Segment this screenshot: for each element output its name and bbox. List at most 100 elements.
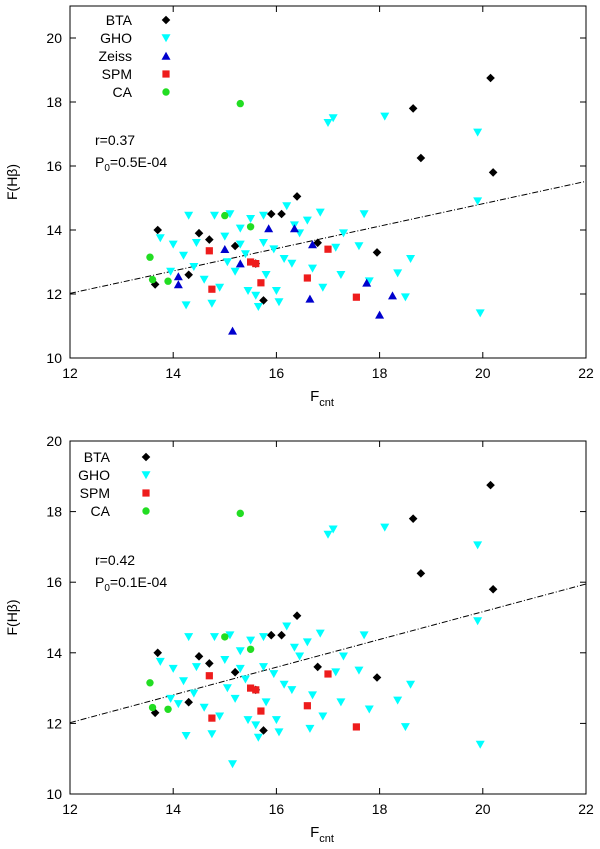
data-point-bta: [313, 238, 322, 248]
legend-marker-bta: [161, 15, 171, 25]
data-point-ca: [146, 679, 154, 687]
data-point-bta: [277, 630, 286, 640]
data-point-zeiss: [388, 291, 397, 300]
data-point-spm: [247, 684, 255, 692]
legend: BTA GHO SPM CA: [78, 449, 151, 519]
x-tick-label: 12: [62, 365, 78, 381]
data-point-bta: [259, 296, 268, 305]
data-point-gho: [230, 694, 240, 703]
y-tick-label: 14: [46, 222, 62, 238]
x-tick-label: 16: [269, 801, 285, 817]
data-point-bta: [259, 726, 268, 735]
data-point-gho: [220, 232, 230, 241]
probability-p0: P0=0.5E-04: [95, 154, 167, 174]
probability-sub: 0: [104, 583, 110, 594]
data-point-gho: [225, 210, 235, 219]
data-point-ca: [246, 645, 255, 653]
data-point-bta: [408, 514, 418, 523]
data-point-gho: [354, 242, 364, 251]
x-tick-label: 22: [578, 365, 594, 381]
data-point-gho: [166, 267, 176, 276]
data-point-bta: [230, 667, 240, 677]
data-point-bta: [153, 648, 163, 658]
data-point-gho: [406, 680, 416, 689]
y-tick-label: 12: [46, 286, 62, 302]
x-axis-label-sub: cnt: [319, 397, 334, 409]
data-point-gho: [246, 636, 256, 645]
data-point-gho: [259, 239, 268, 247]
plot-frame: [69, 440, 587, 795]
data-point-gho: [308, 691, 318, 700]
data-point-bta: [292, 192, 302, 201]
x-axis-label-main: F: [310, 388, 319, 405]
data-point-gho: [359, 631, 369, 640]
data-point-gho: [282, 622, 292, 631]
data-point-gho: [251, 721, 261, 730]
data-point-gho: [473, 541, 483, 550]
data-point-gho: [380, 112, 390, 121]
data-point-gho: [155, 234, 165, 243]
data-point-gho: [393, 269, 403, 278]
data-point-gho: [274, 298, 284, 307]
data-point-gho: [279, 680, 289, 689]
data-point-gho: [179, 251, 189, 260]
series-spm: [205, 670, 360, 731]
data-point-bta: [372, 673, 382, 682]
data-point-gho: [207, 299, 217, 308]
data-point-zeiss: [173, 272, 183, 281]
data-point-bta: [488, 168, 498, 177]
correlation-r: r=0.42: [95, 552, 135, 568]
data-point-ca: [221, 211, 229, 220]
data-point-ca: [164, 705, 172, 713]
legend-label-bta: BTA: [84, 449, 111, 465]
data-point-gho: [331, 243, 341, 252]
data-point-gho: [406, 255, 416, 263]
data-point-gho: [251, 291, 261, 300]
x-tick-label: 18: [372, 801, 388, 817]
series-gho: [155, 523, 485, 769]
x-axis-label-main: F: [310, 824, 319, 841]
data-point-gho: [400, 723, 410, 732]
data-point-zeiss: [308, 240, 318, 249]
data-point-gho: [199, 275, 209, 284]
data-point-gho: [336, 698, 346, 707]
series-spm: [205, 245, 360, 301]
x-tick-label: 22: [578, 801, 594, 817]
data-point-gho: [473, 617, 483, 626]
legend-label-spm: SPM: [102, 66, 132, 82]
data-point-gho: [269, 670, 279, 679]
data-point-zeiss: [305, 294, 315, 303]
data-point-gho: [302, 638, 312, 647]
data-point-bta: [416, 569, 426, 578]
regression-line: [69, 583, 587, 724]
data-point-gho: [235, 647, 245, 656]
data-point-bta: [486, 73, 495, 83]
data-point-gho: [181, 731, 191, 740]
data-point-ca: [146, 253, 154, 261]
data-point-gho: [189, 263, 199, 271]
data-point-gho: [243, 716, 253, 725]
data-point-ca: [236, 99, 244, 108]
data-point-gho: [359, 210, 369, 219]
data-point-zeiss: [264, 224, 274, 233]
data-point-gho: [315, 208, 325, 217]
data-point-gho: [364, 705, 374, 714]
legend-marker-spm: [162, 70, 170, 78]
data-point-zeiss: [228, 326, 238, 335]
data-point-ca: [236, 509, 244, 518]
probability-sub: 0: [104, 163, 110, 174]
data-point-gho: [269, 245, 279, 254]
data-point-spm: [257, 707, 265, 715]
data-point-bta: [372, 248, 382, 257]
data-point-gho: [215, 283, 225, 292]
data-point-gho: [318, 283, 328, 292]
probability-prefix: P: [95, 574, 104, 590]
data-point-spm: [257, 279, 265, 287]
legend-label-ca: CA: [91, 503, 111, 519]
data-point-gho: [259, 663, 268, 672]
legend-label-ca: CA: [113, 84, 133, 100]
data-point-spm: [252, 260, 260, 268]
data-point-zeiss: [235, 259, 245, 268]
correlation-r: r=0.37: [95, 132, 135, 148]
